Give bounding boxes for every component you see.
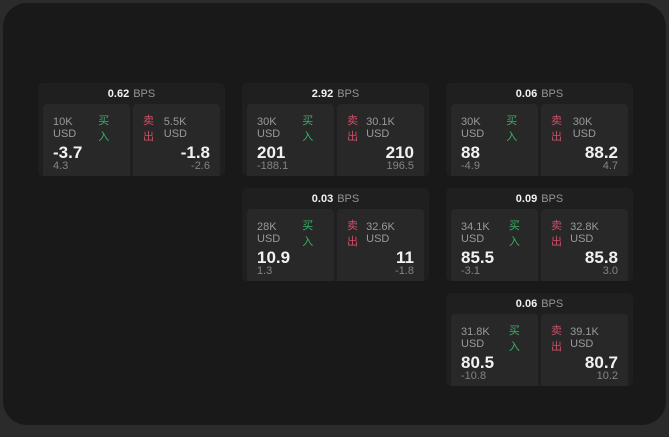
buy-size-label: 10K USD [53, 116, 77, 140]
bps-value: 0.06 [515, 87, 538, 100]
buy-sub-value: -4.9 [461, 160, 480, 172]
buy-quote-tile[interactable]: 28K USD 买入 10.9 1.3 [247, 209, 334, 281]
sell-main-value: 88.2 [584, 143, 618, 162]
buy-sub-value: -3.1 [461, 265, 480, 277]
bps-value: 0.06 [515, 297, 538, 310]
sell-sub-value: 3.0 [602, 265, 618, 277]
sell-size-label: 30K USD [572, 116, 596, 140]
buy-sub-value: -188.1 [257, 160, 289, 172]
sell-sub-value: 4.7 [602, 160, 618, 172]
bps-unit-label: BPS [541, 87, 564, 100]
sell-sub-value: 196.5 [386, 160, 414, 172]
buy-main-value: 201 [257, 143, 286, 162]
sell-quote-tile[interactable]: 卖出 30.1K USD 210 196.5 [337, 104, 424, 176]
quote-panels: 30K USD 买入 201 -188.1 卖出 30.1K USD 210 1… [242, 104, 429, 176]
quote-card-3: 0.06 BPS 30K USD 买入 88 -4.9 卖出 30K USD 8… [446, 83, 633, 176]
sell-main-value: 11 [396, 248, 414, 267]
buy-quote-tile[interactable]: 30K USD 买入 201 -188.1 [247, 104, 334, 176]
buy-side-label: 买入 [302, 115, 314, 143]
buy-size-label: 30K USD [257, 116, 281, 140]
sell-main-value: 85.8 [584, 248, 618, 267]
sell-quote-tile[interactable]: 卖出 32.6K USD 11 -1.8 [337, 209, 424, 281]
card-header: 0.09 BPS [446, 188, 633, 209]
bps-unit-label: BPS [337, 87, 360, 100]
bps-value: 0.03 [311, 192, 334, 205]
sell-side-label: 卖出 [551, 220, 562, 248]
buy-side-label: 买入 [508, 325, 520, 353]
sell-size-label: 32.6K USD [366, 221, 395, 245]
sell-side-label: 卖出 [143, 115, 154, 143]
bps-value: 0.62 [107, 87, 130, 100]
buy-size-label: 31.8K USD [461, 326, 490, 350]
quote-card-6: 0.06 BPS 31.8K USD 买入 80.5 -10.8 卖出 39.1… [446, 293, 633, 386]
buy-main-value: 85.5 [461, 248, 495, 267]
sell-quote-tile[interactable]: 卖出 5.5K USD -1.8 -2.6 [133, 104, 220, 176]
buy-sub-value: 4.3 [53, 160, 69, 172]
buy-quote-tile[interactable]: 10K USD 买入 -3.7 4.3 [43, 104, 130, 176]
sell-sub-value: -1.8 [395, 265, 414, 277]
bps-value: 0.09 [515, 192, 538, 205]
sell-size-label: 5.5K USD [163, 116, 188, 140]
quote-card-4: 0.03 BPS 28K USD 买入 10.9 1.3 卖出 32.6K US… [242, 188, 429, 281]
card-header: 0.62 BPS [38, 83, 225, 104]
buy-quote-tile[interactable]: 31.8K USD 买入 80.5 -10.8 [451, 314, 538, 386]
bps-unit-label: BPS [541, 192, 564, 205]
quote-panels: 31.8K USD 买入 80.5 -10.8 卖出 39.1K USD 80.… [446, 314, 633, 386]
sell-size-label: 32.8K USD [570, 221, 599, 245]
bps-unit-label: BPS [337, 192, 360, 205]
sell-side-label: 卖出 [551, 115, 562, 143]
sell-sub-value: 10.2 [596, 370, 618, 382]
sell-main-value: 210 [385, 143, 414, 162]
card-header: 0.06 BPS [446, 83, 633, 104]
buy-size-label: 30K USD [461, 116, 485, 140]
quote-panels: 30K USD 买入 88 -4.9 卖出 30K USD 88.2 4.7 [446, 104, 633, 176]
quote-panels: 28K USD 买入 10.9 1.3 卖出 32.6K USD 11 -1.8 [242, 209, 429, 281]
buy-quote-tile[interactable]: 30K USD 买入 88 -4.9 [451, 104, 538, 176]
quote-card-2: 2.92 BPS 30K USD 买入 201 -188.1 卖出 30.1K … [242, 83, 429, 176]
bps-unit-label: BPS [541, 297, 564, 310]
sell-quote-tile[interactable]: 卖出 39.1K USD 80.7 10.2 [541, 314, 628, 386]
buy-side-label: 买入 [98, 115, 110, 143]
sell-quote-tile[interactable]: 卖出 30K USD 88.2 4.7 [541, 104, 628, 176]
buy-sub-value: -10.8 [461, 370, 487, 382]
sell-sub-value: -2.6 [191, 160, 210, 172]
buy-size-label: 34.1K USD [461, 221, 490, 245]
buy-quote-tile[interactable]: 34.1K USD 买入 85.5 -3.1 [451, 209, 538, 281]
card-header: 0.06 BPS [446, 293, 633, 314]
bps-value: 2.92 [311, 87, 334, 100]
quote-card-grid: 0.62 BPS 10K USD 买入 -3.7 4.3 卖出 5.5K USD… [38, 83, 633, 386]
sell-side-label: 卖出 [347, 115, 358, 143]
buy-side-label: 买入 [506, 115, 518, 143]
sell-main-value: -1.8 [180, 143, 210, 162]
buy-side-label: 买入 [508, 220, 520, 248]
sell-quote-tile[interactable]: 卖出 32.8K USD 85.8 3.0 [541, 209, 628, 281]
buy-main-value: 10.9 [257, 248, 291, 267]
buy-main-value: 80.5 [461, 353, 495, 372]
card-header: 0.03 BPS [242, 188, 429, 209]
sell-size-label: 30.1K USD [366, 116, 395, 140]
quote-panels: 34.1K USD 买入 85.5 -3.1 卖出 32.8K USD 85.8… [446, 209, 633, 281]
sell-main-value: 80.7 [584, 353, 618, 372]
quote-card-1: 0.62 BPS 10K USD 买入 -3.7 4.3 卖出 5.5K USD… [38, 83, 225, 176]
sell-side-label: 卖出 [347, 220, 358, 248]
bps-unit-label: BPS [133, 87, 156, 100]
buy-main-value: 88 [461, 143, 480, 162]
sell-side-label: 卖出 [551, 325, 562, 353]
card-header: 2.92 BPS [242, 83, 429, 104]
buy-size-label: 28K USD [257, 221, 281, 245]
buy-side-label: 买入 [302, 220, 314, 248]
quote-card-5: 0.09 BPS 34.1K USD 买入 85.5 -3.1 卖出 32.8K… [446, 188, 633, 281]
buy-sub-value: 1.3 [257, 265, 273, 277]
sell-size-label: 39.1K USD [570, 326, 599, 350]
buy-main-value: -3.7 [53, 143, 83, 162]
quote-panels: 10K USD 买入 -3.7 4.3 卖出 5.5K USD -1.8 -2.… [38, 104, 225, 176]
